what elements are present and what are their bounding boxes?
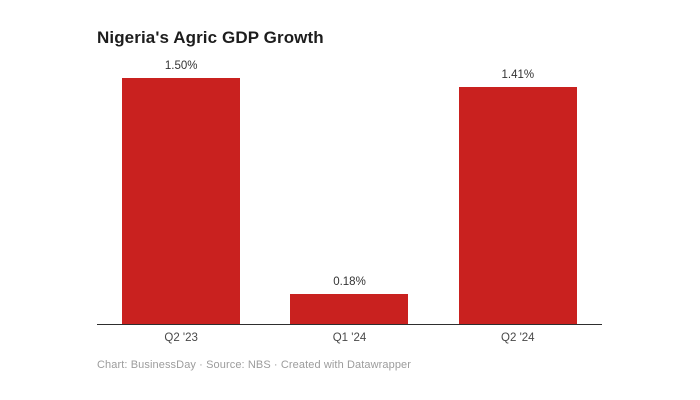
bar [458, 87, 577, 324]
chart-title: Nigeria's Agric GDP Growth [97, 28, 324, 47]
plot-area: 1.50% 0.18% 1.41% [97, 60, 602, 325]
bar-group-1: 1.50% [97, 60, 265, 324]
x-axis: Q2 '23 Q1 '24 Q2 '24 [97, 325, 602, 344]
bar-value-label: 1.41% [501, 69, 535, 81]
attribution-text: Chart: BusinessDay · Source: NBS · Creat… [97, 359, 412, 371]
bar-value-label: 0.18% [333, 276, 366, 288]
bar-value-label: 1.50% [164, 60, 198, 72]
x-axis-label: Q2 '24 [501, 332, 535, 344]
bar-group-3: 1.41% [434, 60, 602, 324]
bar [290, 294, 409, 324]
x-axis-label: Q1 '24 [332, 332, 367, 344]
x-axis-label: Q2 '23 [164, 332, 198, 344]
bar-group-2: 0.18% [265, 60, 433, 324]
bar [122, 78, 241, 324]
